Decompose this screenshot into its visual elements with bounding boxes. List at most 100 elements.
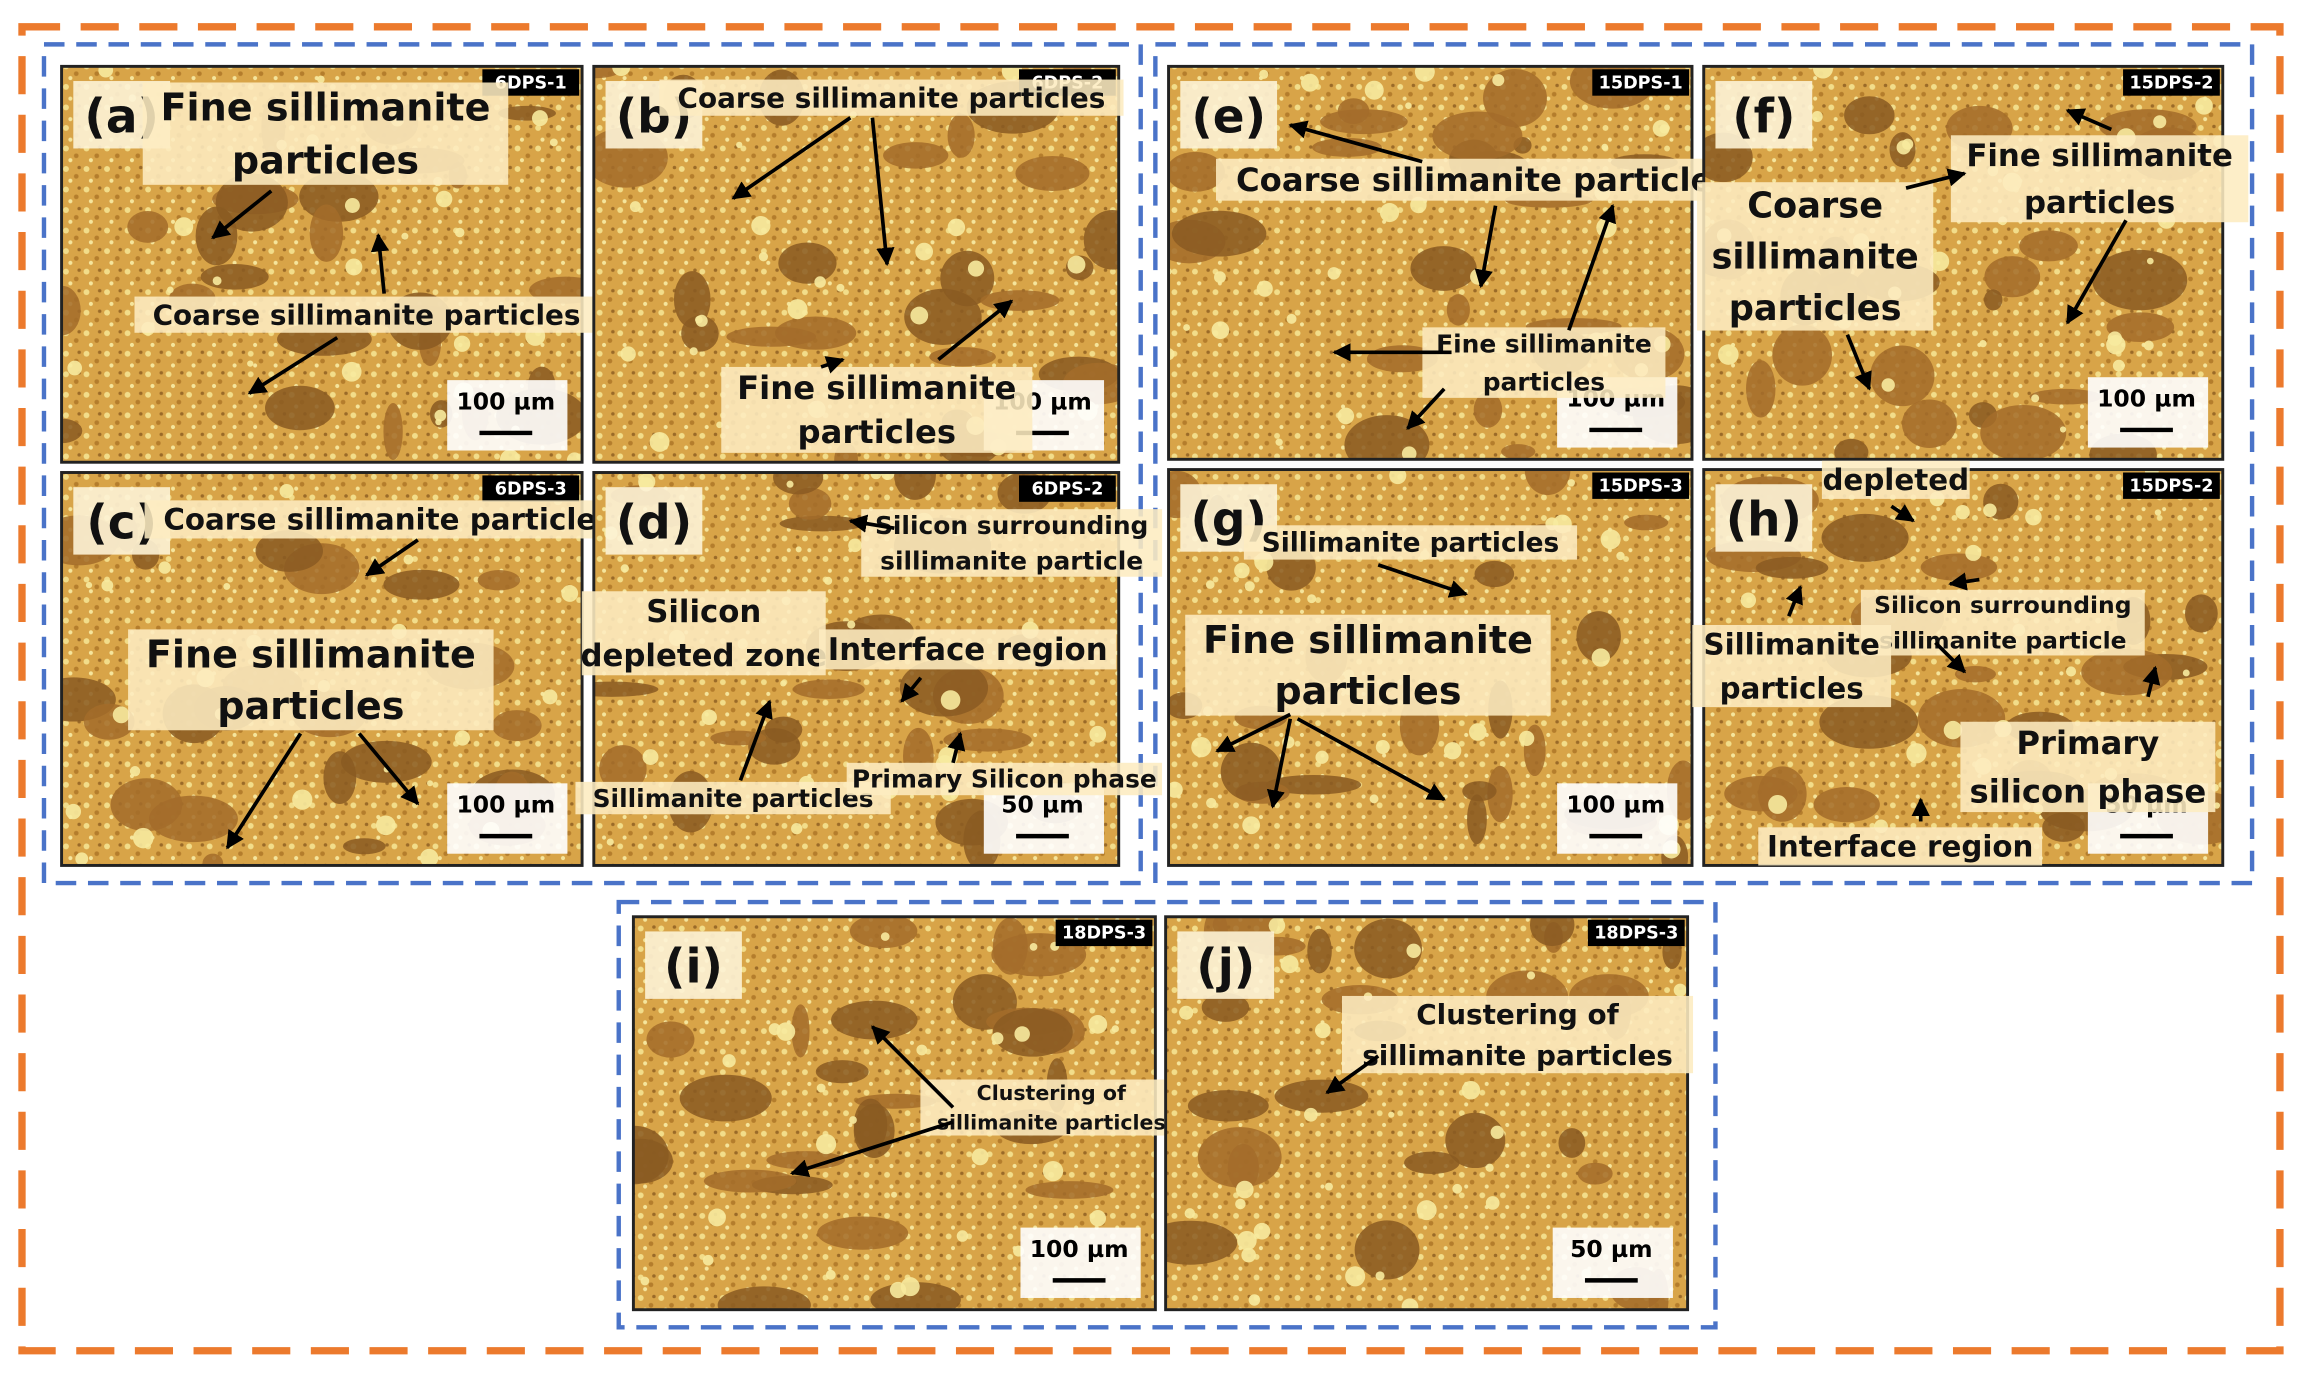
silicon-spot bbox=[1416, 1200, 1437, 1221]
annotation-text: Fine sillimanite bbox=[737, 369, 1016, 407]
group-frame bbox=[616, 899, 1718, 1330]
particle bbox=[593, 681, 659, 697]
annotation-text: Silicon surrounding bbox=[875, 511, 1148, 540]
silicon-spot bbox=[1089, 725, 1107, 743]
tag-box bbox=[1019, 475, 1116, 502]
silicon-spot bbox=[1256, 280, 1273, 297]
silicon-spot bbox=[1315, 1022, 1331, 1039]
particle bbox=[1473, 391, 1503, 428]
silicon-spot bbox=[1519, 730, 1535, 746]
arrow bbox=[1474, 205, 1498, 289]
silicon-spot bbox=[65, 803, 82, 820]
silicon-spot bbox=[1485, 1163, 1494, 1172]
silicon-spot bbox=[836, 283, 845, 292]
silicon-spot bbox=[344, 198, 360, 213]
arrow bbox=[871, 1025, 955, 1109]
silicon-spot bbox=[736, 141, 743, 148]
silicon-spot bbox=[1304, 1107, 1318, 1122]
particle bbox=[1201, 992, 1250, 1022]
annotation-text: Interface region bbox=[1767, 830, 2034, 864]
silicon-spot bbox=[1389, 469, 1407, 485]
silicon-spot bbox=[620, 564, 629, 573]
silicon-spot bbox=[1211, 321, 1230, 340]
sample-tag: 15DPS-2 bbox=[2129, 477, 2213, 497]
silicon-spot bbox=[531, 110, 548, 127]
silicon-spot bbox=[1401, 1298, 1419, 1310]
particle bbox=[773, 472, 824, 495]
label-box bbox=[1715, 81, 1813, 149]
annotation-box bbox=[846, 762, 1163, 796]
silicon-spot bbox=[612, 66, 631, 77]
particle bbox=[110, 778, 183, 832]
silicon-spot bbox=[1469, 723, 1487, 741]
silicon-spot bbox=[1943, 720, 1963, 740]
particle bbox=[679, 1074, 772, 1122]
silicon-spot bbox=[1601, 143, 1609, 151]
arrow bbox=[1567, 203, 1616, 331]
silicon-spot bbox=[776, 1022, 796, 1041]
silicon-spot bbox=[1029, 943, 1038, 951]
panel-label: (i) bbox=[664, 940, 723, 995]
annotation-box bbox=[1860, 589, 2145, 656]
particle bbox=[599, 745, 647, 793]
particle bbox=[1984, 256, 2041, 298]
tag-box bbox=[1055, 919, 1153, 947]
silicon-spot bbox=[1275, 438, 1283, 446]
silicon-spot bbox=[791, 822, 803, 835]
particle bbox=[1354, 1220, 1420, 1280]
silicon-spot bbox=[67, 360, 83, 376]
silicon-spot bbox=[786, 480, 794, 488]
silicon-spot bbox=[910, 306, 929, 325]
particle bbox=[1983, 289, 2003, 311]
silicon-spot bbox=[85, 581, 93, 589]
particle bbox=[383, 402, 403, 460]
silicon-spot bbox=[1259, 69, 1269, 79]
silicon-spot bbox=[1206, 797, 1217, 809]
arrow bbox=[1948, 572, 1980, 591]
particle bbox=[703, 1169, 797, 1193]
annotation-text: particles bbox=[1720, 671, 1864, 705]
silicon-spot bbox=[2195, 97, 2213, 115]
silicon-spot bbox=[1237, 1230, 1257, 1251]
silicon-spot bbox=[1414, 66, 1435, 82]
particle bbox=[633, 1138, 673, 1184]
arrow bbox=[211, 189, 273, 240]
particle bbox=[2029, 388, 2102, 405]
silicon-spot bbox=[561, 585, 579, 602]
silicon-spot bbox=[2182, 669, 2190, 677]
annotation-text: particles bbox=[1274, 669, 1461, 713]
particle bbox=[1015, 155, 1090, 191]
annotation-text: Fine sillimanite bbox=[1203, 618, 1533, 662]
arrow bbox=[370, 233, 390, 294]
particle bbox=[61, 285, 81, 336]
particle bbox=[1274, 1079, 1369, 1113]
silicon-spot bbox=[292, 789, 313, 810]
particle bbox=[340, 740, 432, 783]
scale-box bbox=[1020, 1227, 1141, 1298]
annotation-text: Coarse sillimanite particles bbox=[678, 81, 1106, 114]
silicon-spot bbox=[2112, 359, 2125, 372]
silicon-spot bbox=[1673, 983, 1687, 997]
annotation-text: sillimanite bbox=[1711, 237, 1918, 278]
silicon-spot bbox=[1983, 503, 1997, 518]
annotation-box bbox=[128, 629, 494, 731]
scale-bar-label: 100 µm bbox=[2097, 385, 2196, 413]
annotation-text: Fine sillimanite bbox=[1436, 329, 1652, 358]
silicon-spot bbox=[1001, 66, 1023, 82]
arrow bbox=[1288, 120, 1423, 164]
silicon-spot bbox=[649, 431, 670, 452]
silicon-spot bbox=[1014, 1026, 1030, 1042]
particle bbox=[1432, 111, 1523, 161]
silicon-spot bbox=[880, 932, 890, 941]
sample-tag: 6DPS-1 bbox=[495, 73, 567, 93]
particle bbox=[1980, 404, 2067, 460]
particle bbox=[1821, 513, 1909, 562]
annotation-text: Fine sillimanite bbox=[1966, 138, 2233, 174]
silicon-spot bbox=[98, 66, 114, 78]
particle bbox=[2019, 230, 2078, 262]
silicon-spot bbox=[1740, 592, 1757, 608]
annotation-text: sillimanite particles bbox=[1362, 1039, 1673, 1072]
scale-box bbox=[447, 783, 568, 854]
silicon-spot bbox=[2106, 335, 2126, 355]
